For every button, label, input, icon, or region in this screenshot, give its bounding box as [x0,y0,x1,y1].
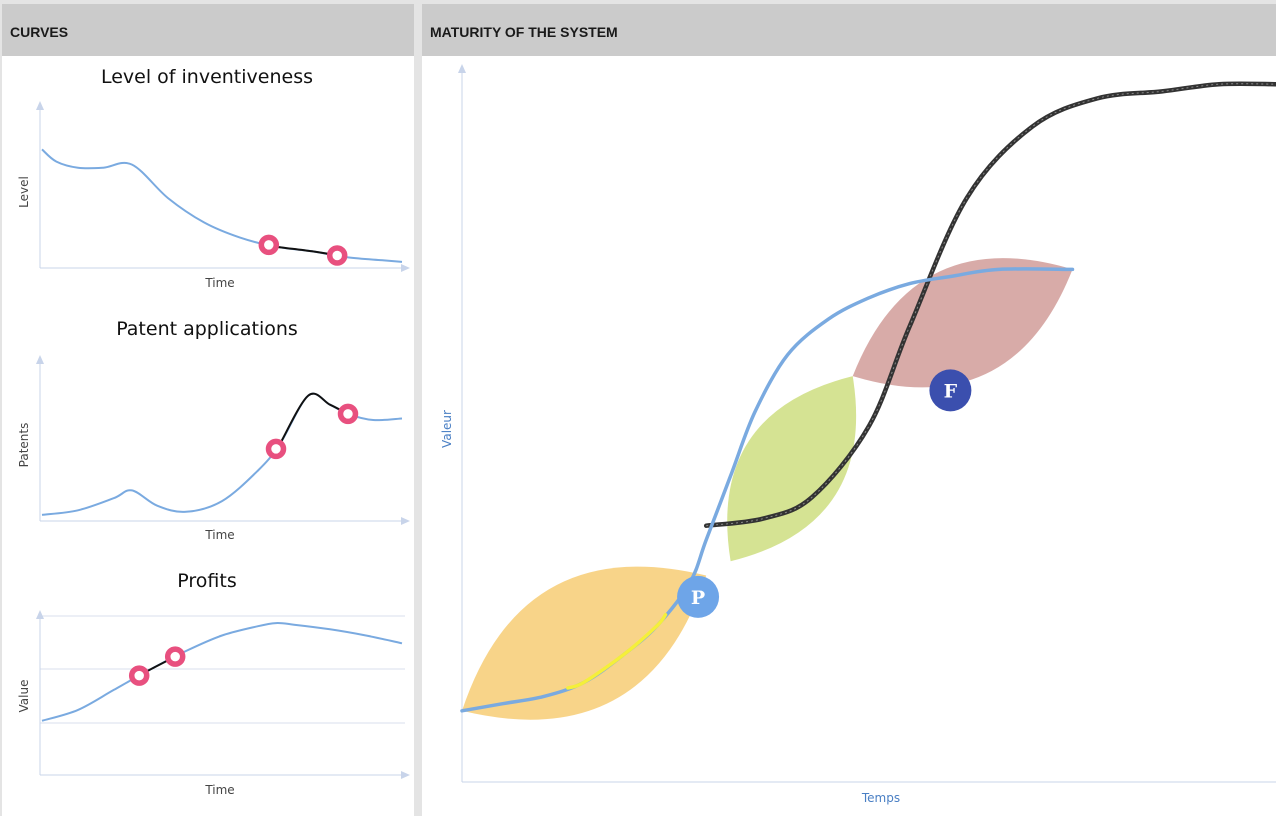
y-axis-arrow-icon [36,101,44,110]
milestone-marker[interactable] [677,575,720,618]
profits-chart: Profits Time Value [17,570,410,797]
x-axis-arrow-icon [401,517,410,525]
curve-marker[interactable] [128,665,150,686]
x-axis-label: Time [204,276,234,290]
curve-marker[interactable] [265,438,287,460]
curve-marker[interactable] [164,646,186,667]
x-axis-label: Temps [861,791,900,805]
maturity-band [462,566,707,720]
current-phase-segment [566,612,668,690]
curves-panel-title: CURVES [2,4,414,56]
y-axis-label: Value [17,680,31,713]
maturity-panel: MATURITY OF THE SYSTEM Temps Valeur P F [422,4,1276,816]
y-axis-label: Patents [17,423,31,468]
highlight-segment [268,243,338,257]
patent-applications-chart: Patent applications Time Patents [17,318,410,542]
maturity-chart: Temps Valeur P F [440,64,1276,805]
milestone-marker[interactable] [929,369,972,412]
chart-title: Level of inventiveness [101,66,313,88]
y-axis-label: Level [17,176,31,208]
x-axis-label: Time [204,528,234,542]
x-axis-arrow-icon [401,264,410,272]
highlight-segment [274,392,349,451]
chart-title: Patent applications [116,318,298,340]
x-axis-arrow-icon [401,771,410,779]
level-of-inventiveness-chart: Level of inventiveness Time Level [17,66,410,290]
maturity-band [852,258,1073,388]
milestone-label: P [691,587,705,609]
curves-panel: CURVES Level of inventiveness Time Level… [2,4,414,816]
series-line [41,622,403,722]
series-line [41,148,403,263]
y-axis-label: Valeur [440,410,454,448]
curve-marker[interactable] [326,245,348,266]
maturity-panel-title: MATURITY OF THE SYSTEM [422,4,1276,56]
chart-title: Profits [177,570,236,592]
curve-marker[interactable] [258,234,280,256]
curve-marker[interactable] [337,403,359,425]
milestone-label: F [944,380,958,402]
competitor-curve-texture [706,83,1276,527]
maturity-band [727,376,857,562]
x-axis-label: Time [204,783,234,797]
y-axis-arrow-icon [36,355,44,364]
y-axis-arrow-icon [36,610,44,619]
y-axis-arrow-icon [458,64,466,73]
